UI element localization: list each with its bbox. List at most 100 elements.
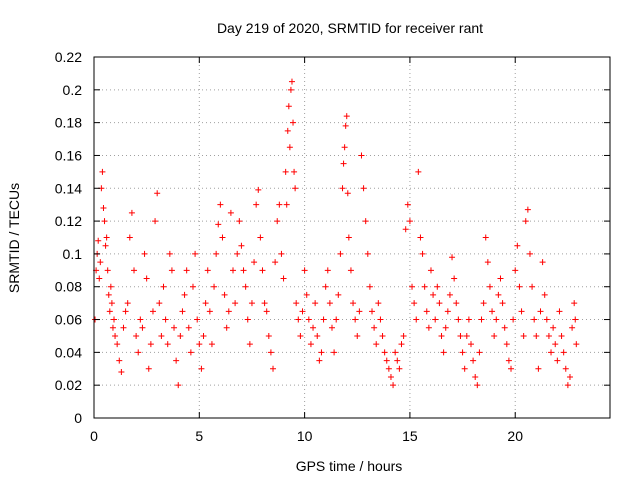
data-point [208,341,215,348]
data-point [552,341,559,348]
data-point [259,267,266,274]
y-tick-label: 0.16 [55,147,82,163]
data-point [381,349,388,356]
data-point [196,341,203,348]
data-point [288,78,295,85]
data-point [463,332,470,339]
data-point [103,234,110,241]
data-point [442,324,449,331]
data-point [345,234,352,241]
data-point [531,316,538,323]
data-point [101,218,108,225]
data-point [312,300,319,307]
data-point [192,250,199,257]
data-point [240,267,247,274]
data-point [493,316,500,323]
data-point [97,259,104,266]
data-point [227,209,234,216]
data-point [419,250,426,257]
data-point [371,324,378,331]
data-point [478,316,485,323]
data-point [341,144,348,151]
data-point [253,201,260,208]
data-point [238,242,245,249]
data-point [457,332,464,339]
data-point [328,324,335,331]
data-point [225,308,232,315]
data-point [164,341,171,348]
data-point [267,349,274,356]
data-point [295,316,302,323]
data-point [143,275,150,282]
data-point [204,267,211,274]
data-point [244,316,251,323]
y-tick-label: 0.12 [55,213,82,229]
data-point [564,382,571,389]
data-point [436,300,443,307]
y-tick-label: 0 [74,410,82,426]
data-point [432,316,439,323]
data-point [272,259,279,266]
data-point [446,291,453,298]
data-point [411,300,418,307]
data-point [122,308,129,315]
data-point [350,300,357,307]
data-point [503,341,510,348]
data-point [106,308,113,315]
data-point [285,103,292,110]
data-point [111,316,118,323]
data-point [342,122,349,129]
data-point [392,349,399,356]
y-tick-label: 0.02 [55,377,82,393]
data-point [347,267,354,274]
data-point [482,234,489,241]
data-point [423,308,430,315]
data-point [187,349,194,356]
y-tick-label: 0.04 [55,344,82,360]
data-point [508,365,515,372]
data-point [558,332,565,339]
data-point [470,357,477,364]
data-point [491,332,498,339]
data-point [133,332,140,339]
data-point [518,308,525,315]
data-point [571,300,578,307]
data-point [324,267,331,274]
data-point [340,160,347,167]
data-point [124,300,131,307]
data-point [95,237,102,244]
data-point [573,341,580,348]
data-point [516,283,523,290]
data-point [430,291,437,298]
data-point [114,341,121,348]
data-point [102,242,109,249]
data-point [499,300,506,307]
data-point [149,308,156,315]
y-tick-label: 0.06 [55,312,82,328]
data-point [322,283,329,290]
grid-lines [94,57,610,418]
data-point [520,332,527,339]
data-point [310,324,317,331]
data-point [181,291,188,298]
data-point [118,369,125,376]
data-point [301,267,308,274]
data-point [234,250,241,257]
data-point [305,316,312,323]
data-point [390,382,397,389]
data-point [257,234,264,241]
data-point [251,259,258,266]
data-point [126,234,133,241]
x-tick-label: 15 [402,428,418,444]
data-point [335,291,342,298]
data-point [398,341,405,348]
data-point [299,308,306,315]
data-point [344,190,351,197]
data-point [354,332,361,339]
data-point [177,332,184,339]
y-tick-label: 0.14 [55,180,82,196]
data-point [400,332,407,339]
data-point [230,267,237,274]
data-point [158,332,165,339]
